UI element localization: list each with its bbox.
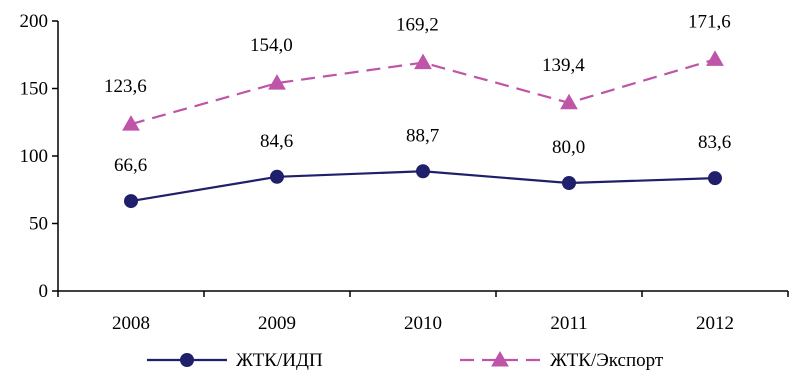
chart-axes: 0 50 100 150 200 2008 2009 2010 2011 2012 — [20, 11, 789, 334]
data-label: 169,2 — [396, 15, 439, 36]
data-point — [562, 176, 576, 190]
data-labels: 66,6 84,6 88,7 80,0 83,6 123,6 154,0 169,2 139,4… — [104, 11, 731, 176]
y-tick-label: 100 — [20, 146, 49, 167]
data-label: 139,4 — [542, 55, 585, 76]
x-tick-label: 2012 — [696, 313, 734, 334]
legend-marker — [180, 353, 194, 367]
data-point — [706, 50, 724, 66]
data-point — [416, 164, 430, 179]
x-tick-label: 2010 — [404, 313, 442, 334]
data-point — [708, 171, 722, 186]
series-markers — [122, 50, 724, 209]
data-point — [560, 93, 578, 110]
data-point — [268, 74, 286, 90]
data-label: 83,6 — [698, 132, 731, 153]
data-point — [124, 194, 138, 209]
data-label: 84,6 — [260, 131, 293, 152]
x-tick-label: 2009 — [258, 313, 296, 334]
x-tick-label: 2011 — [550, 313, 587, 334]
y-tick-label: 200 — [20, 11, 49, 32]
legend-label: ЖТК/Экспорт — [550, 350, 664, 371]
y-tick-label: 150 — [20, 79, 49, 100]
data-point — [270, 169, 284, 184]
data-label: 171,6 — [688, 11, 731, 32]
data-label: 88,7 — [406, 125, 439, 146]
data-point — [122, 115, 140, 131]
data-label: 66,6 — [114, 155, 147, 176]
data-label: 154,0 — [250, 35, 293, 56]
x-tick-label: 2008 — [112, 313, 150, 334]
legend-label: ЖТК/ИДП — [236, 350, 323, 371]
legend-marker — [491, 350, 509, 367]
y-tick-label: 50 — [29, 214, 48, 235]
legend: ЖТК/ИДП ЖТК/Экспорт — [147, 350, 664, 371]
data-label: 80,0 — [552, 137, 585, 158]
y-tick-label: 0 — [39, 281, 49, 302]
data-label: 123,6 — [104, 76, 147, 97]
data-point — [414, 53, 432, 70]
